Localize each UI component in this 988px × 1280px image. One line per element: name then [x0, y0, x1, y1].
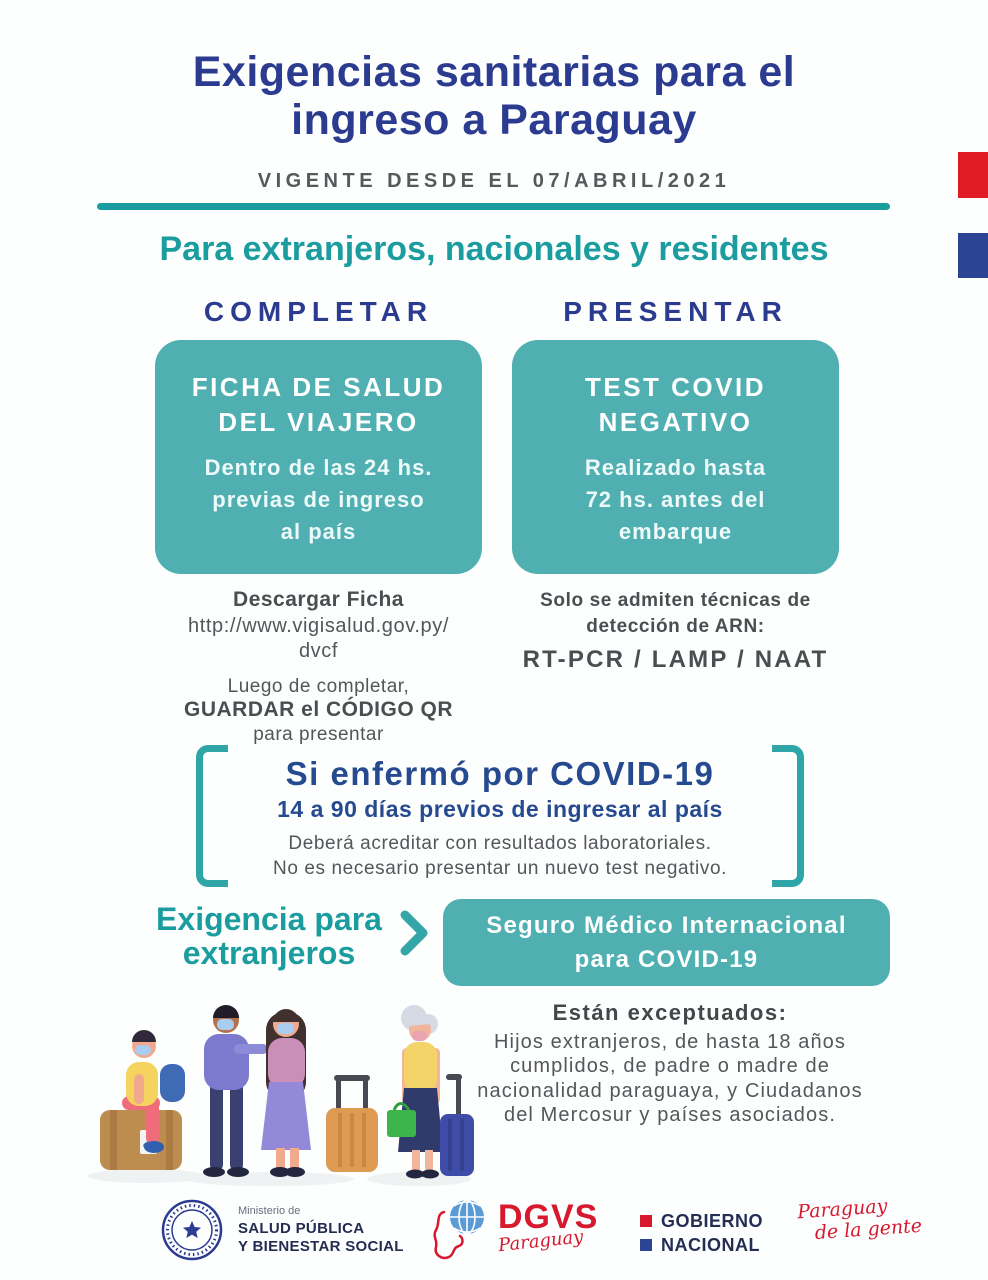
woman-traveler — [261, 1009, 311, 1177]
left-bracket-icon — [196, 745, 228, 887]
card-test-body: Realizado hasta 72 hs. antes del embarqu… — [584, 455, 767, 545]
recovered-content: Si enfermó por COVID-19 14 a 90 días pre… — [234, 755, 766, 881]
government-line1: GOBIERNO — [661, 1211, 764, 1231]
card-ficha-body: Dentro de las 24 hs. previas de ingreso … — [204, 455, 433, 545]
sitting-traveler — [100, 1030, 185, 1170]
recovered-subtitle: 14 a 90 días previos de ingresar al país — [277, 796, 723, 822]
test-methods-note: Solo se admiten técnicas de detección de… — [494, 588, 857, 674]
ministry-line2: SALUD PÚBLICA — [238, 1219, 365, 1237]
ministry-text: Ministerio de SALUD PÚBLICA Y BIENESTAR … — [238, 1205, 404, 1256]
after-complete-line3: para presentar — [253, 724, 384, 745]
exceptions-body: Hijos extranjeros, de hasta 18 años cump… — [477, 1031, 863, 1127]
exceptions-title: Están exceptuados: — [552, 1000, 788, 1025]
orange-suitcase — [326, 1075, 378, 1172]
flag-blue-mark — [958, 233, 988, 278]
government-red-square-icon — [640, 1215, 652, 1228]
ministry-logo: Ministerio de SALUD PÚBLICA Y BIENESTAR … — [160, 1198, 404, 1262]
travelers-illustration — [88, 1005, 474, 1186]
elderly-woman-traveler — [387, 1005, 474, 1179]
download-url: http://www.vigisalud.gov.py/ dvcf — [188, 615, 449, 662]
recovered-title: Si enfermó por COVID-19 — [285, 755, 715, 792]
government-row-1: GOBIERNO — [640, 1209, 763, 1233]
page-title: Exigencias sanitarias para el ingreso a … — [192, 48, 796, 145]
recovered-section: Si enfermó por COVID-19 14 a 90 días pre… — [196, 745, 804, 887]
foreigners-label: Exigencia para extranjeros — [156, 901, 382, 971]
methods-list: RT-PCR / LAMP / NAAT — [522, 646, 829, 674]
audience-heading: Para extranjeros, nacionales y residente… — [159, 230, 829, 268]
effective-date: VIGENTE DESDE EL 07/ABRIL/2021 — [257, 170, 731, 192]
column-header-presentar: PRESENTAR — [563, 296, 788, 327]
dgvs-globe-icon — [433, 1199, 484, 1260]
ficha-download-note: Descargar Ficha http://www.vigisalud.gov… — [130, 588, 507, 746]
government-blue-square-icon — [640, 1239, 652, 1252]
man-traveler — [203, 1005, 275, 1177]
after-complete-line1: Luego de completar, — [227, 676, 410, 697]
insurance-card: Seguro Médico Internacional para COVID-1… — [443, 899, 890, 986]
methods-intro: Solo se admiten técnicas de detección de… — [540, 590, 811, 637]
column-header-completar: COMPLETAR — [203, 296, 434, 327]
right-bracket-icon — [772, 745, 804, 887]
government-line2: NACIONAL — [661, 1235, 760, 1256]
save-qr-label: GUARDAR el CÓDIGO QR — [183, 698, 453, 721]
card-ficha-title: FICHA DE SALUD DEL VIAJERO — [191, 372, 446, 438]
ministry-line1: Ministerio de — [238, 1204, 301, 1217]
ministry-seal-icon — [161, 1199, 223, 1261]
download-label: Descargar Ficha — [233, 588, 404, 611]
government-row-2: NACIONAL — [640, 1233, 763, 1257]
dgvs-logo: DGVS Paraguay — [426, 1192, 598, 1266]
dgvs-text: DGVS Paraguay — [497, 1198, 599, 1256]
card-test-covid: TEST COVID NEGATIVO Realizado hasta 72 h… — [512, 340, 839, 574]
card-ficha-salud: FICHA DE SALUD DEL VIAJERO Dentro de las… — [155, 340, 482, 574]
chevron-right-icon — [398, 908, 430, 958]
divider-line — [97, 203, 890, 210]
ministry-line3: Y BIENESTAR SOCIAL — [238, 1237, 404, 1255]
flag-red-mark — [958, 152, 988, 198]
insurance-text: Seguro Médico Internacional para COVID-1… — [486, 911, 847, 973]
dgvs-name: DGVS — [498, 1198, 599, 1236]
card-test-title: TEST COVID NEGATIVO — [584, 372, 766, 438]
country-slogan: Paraguay de la gente — [797, 1194, 923, 1246]
recovered-body: Deberá acreditar con resultados laborato… — [273, 833, 727, 879]
government-logo: GOBIERNO NACIONAL — [640, 1209, 763, 1258]
